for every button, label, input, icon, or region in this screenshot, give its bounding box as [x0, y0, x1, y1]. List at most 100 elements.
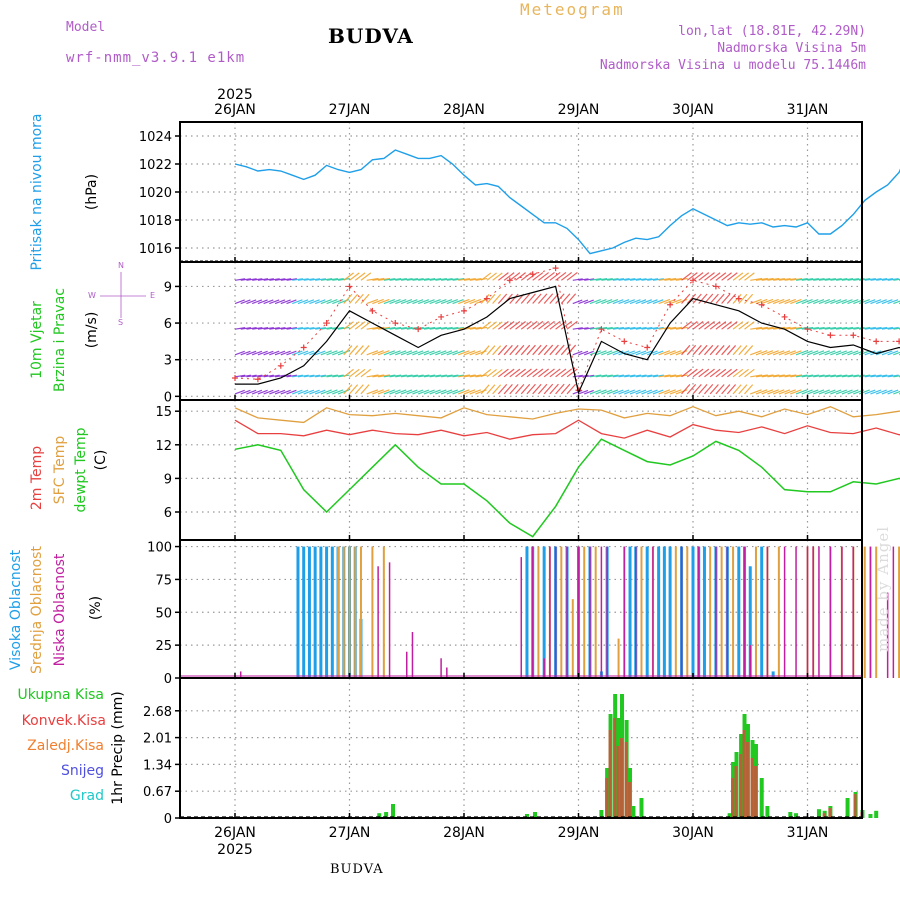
wind-arrow: [252, 374, 263, 378]
top-date-label: 29JAN: [558, 102, 600, 118]
wind-arrow: [315, 326, 326, 330]
wind-arrow: [343, 384, 353, 395]
wind-arrow: [332, 389, 344, 395]
wind-arrow: [446, 326, 459, 330]
wind-ylabel-c: (m/s): [84, 312, 100, 349]
wind-arrow: [240, 278, 252, 281]
wind-arrow: [560, 368, 573, 378]
wind-arrow: [709, 368, 721, 378]
wind-arrow: [395, 326, 407, 330]
precip-conv-bar: [745, 742, 749, 818]
wind-arrow: [389, 350, 401, 356]
gust-marker: [690, 277, 696, 284]
wind-arrow: [847, 278, 859, 281]
bottom-date-label: 29JAN: [558, 825, 600, 841]
wind-arrow: [824, 374, 836, 378]
wind-arrow: [389, 277, 402, 281]
wind-arrow: [383, 277, 396, 281]
cloud-mid-bar: [777, 546, 780, 678]
temp2m-line: [234, 419, 900, 440]
wind-arrow: [463, 298, 476, 305]
precip-conv-bar: [734, 766, 738, 818]
gust-marker: [827, 332, 834, 339]
wind-arrow: [721, 384, 731, 395]
wind-arrow: [681, 344, 691, 356]
wind-arrow: [378, 374, 391, 378]
wind-arrow: [383, 374, 396, 378]
wind-arrow: [818, 278, 831, 281]
wind-arrow: [778, 326, 791, 330]
wind-arrow: [429, 277, 442, 281]
wind-arrow: [263, 299, 274, 305]
wind-arrow: [526, 344, 536, 356]
wind-arrow: [549, 271, 561, 281]
wind-arrow: [715, 368, 727, 378]
wind-arrow: [692, 321, 704, 330]
top-date-label: 27JAN: [329, 102, 371, 118]
cloud-low-bar: [554, 546, 557, 678]
precip-legend-item: Grad: [70, 788, 104, 804]
wind-arrow: [658, 350, 671, 356]
wind-arrow: [692, 344, 702, 356]
wind-ylabel-a: 10m Vjetar: [29, 301, 45, 379]
wind-arrow: [864, 374, 876, 378]
cloud-mid-bar: [594, 546, 597, 678]
cloud-mid-bar: [571, 599, 574, 678]
wind-arrow: [532, 368, 544, 378]
wind-arrow: [635, 326, 647, 330]
wind-arrow: [509, 272, 521, 281]
wind-arrow: [635, 299, 647, 305]
cloud-low-bar: [852, 546, 855, 678]
wind-arrow: [377, 298, 390, 305]
cloud-high-bar: [302, 546, 306, 678]
precip-ylabel: 1hr Precip (mm): [110, 691, 126, 804]
wind-arrow: [257, 389, 268, 395]
precip-conv-bar: [742, 730, 746, 818]
wind-arrow: [755, 389, 768, 395]
wind-arrow: [646, 299, 658, 305]
wind-arrow: [469, 350, 482, 356]
cloud-mid-bar: [359, 546, 362, 678]
wind-arrow: [246, 278, 257, 281]
wind-arrow: [286, 350, 297, 356]
wind-arrow: [773, 277, 785, 281]
wind-arrow: [309, 374, 321, 378]
wind-arrow: [543, 344, 554, 356]
wind-arrow: [286, 327, 297, 330]
wind-arrow: [652, 326, 664, 330]
wind-arrow: [389, 374, 402, 378]
wind-arrow: [612, 389, 624, 395]
wind-arrow: [790, 389, 802, 395]
wind-arrow: [767, 374, 780, 378]
cloud-mid-bar: [337, 546, 340, 678]
wind-arrow: [418, 374, 430, 378]
wind-arrow: [240, 374, 252, 378]
wind-arrow: [486, 321, 497, 330]
wind-arrow: [269, 278, 280, 281]
wind-arrow: [337, 278, 350, 281]
wind-arrow: [686, 344, 697, 356]
wind-arrow: [326, 326, 339, 330]
cloud-high-bar: [702, 546, 706, 678]
precip-legend-item: Zaledj.Kisa: [27, 738, 104, 754]
meteogram-label: Meteogram: [520, 0, 625, 19]
frame-layer: [175, 121, 863, 819]
wind-arrow: [343, 321, 354, 330]
wind-arrow: [503, 383, 513, 395]
cloud-high-bar: [525, 546, 529, 678]
wind-arrow: [532, 320, 544, 330]
compass-w: W: [88, 291, 96, 300]
wind-arrow: [469, 298, 482, 305]
wind-arrow: [400, 350, 413, 356]
grid-layer: [180, 122, 862, 819]
wind-arrow: [257, 374, 269, 378]
wind-arrow: [635, 278, 647, 281]
wind-arrow: [349, 272, 360, 281]
wind-arrow: [543, 293, 554, 304]
cloud-high-bar: [691, 546, 695, 678]
wind-arrow: [709, 293, 719, 304]
wind-arrow: [830, 374, 842, 378]
wind-arrow: [881, 350, 893, 356]
wind-arrow: [297, 299, 309, 305]
